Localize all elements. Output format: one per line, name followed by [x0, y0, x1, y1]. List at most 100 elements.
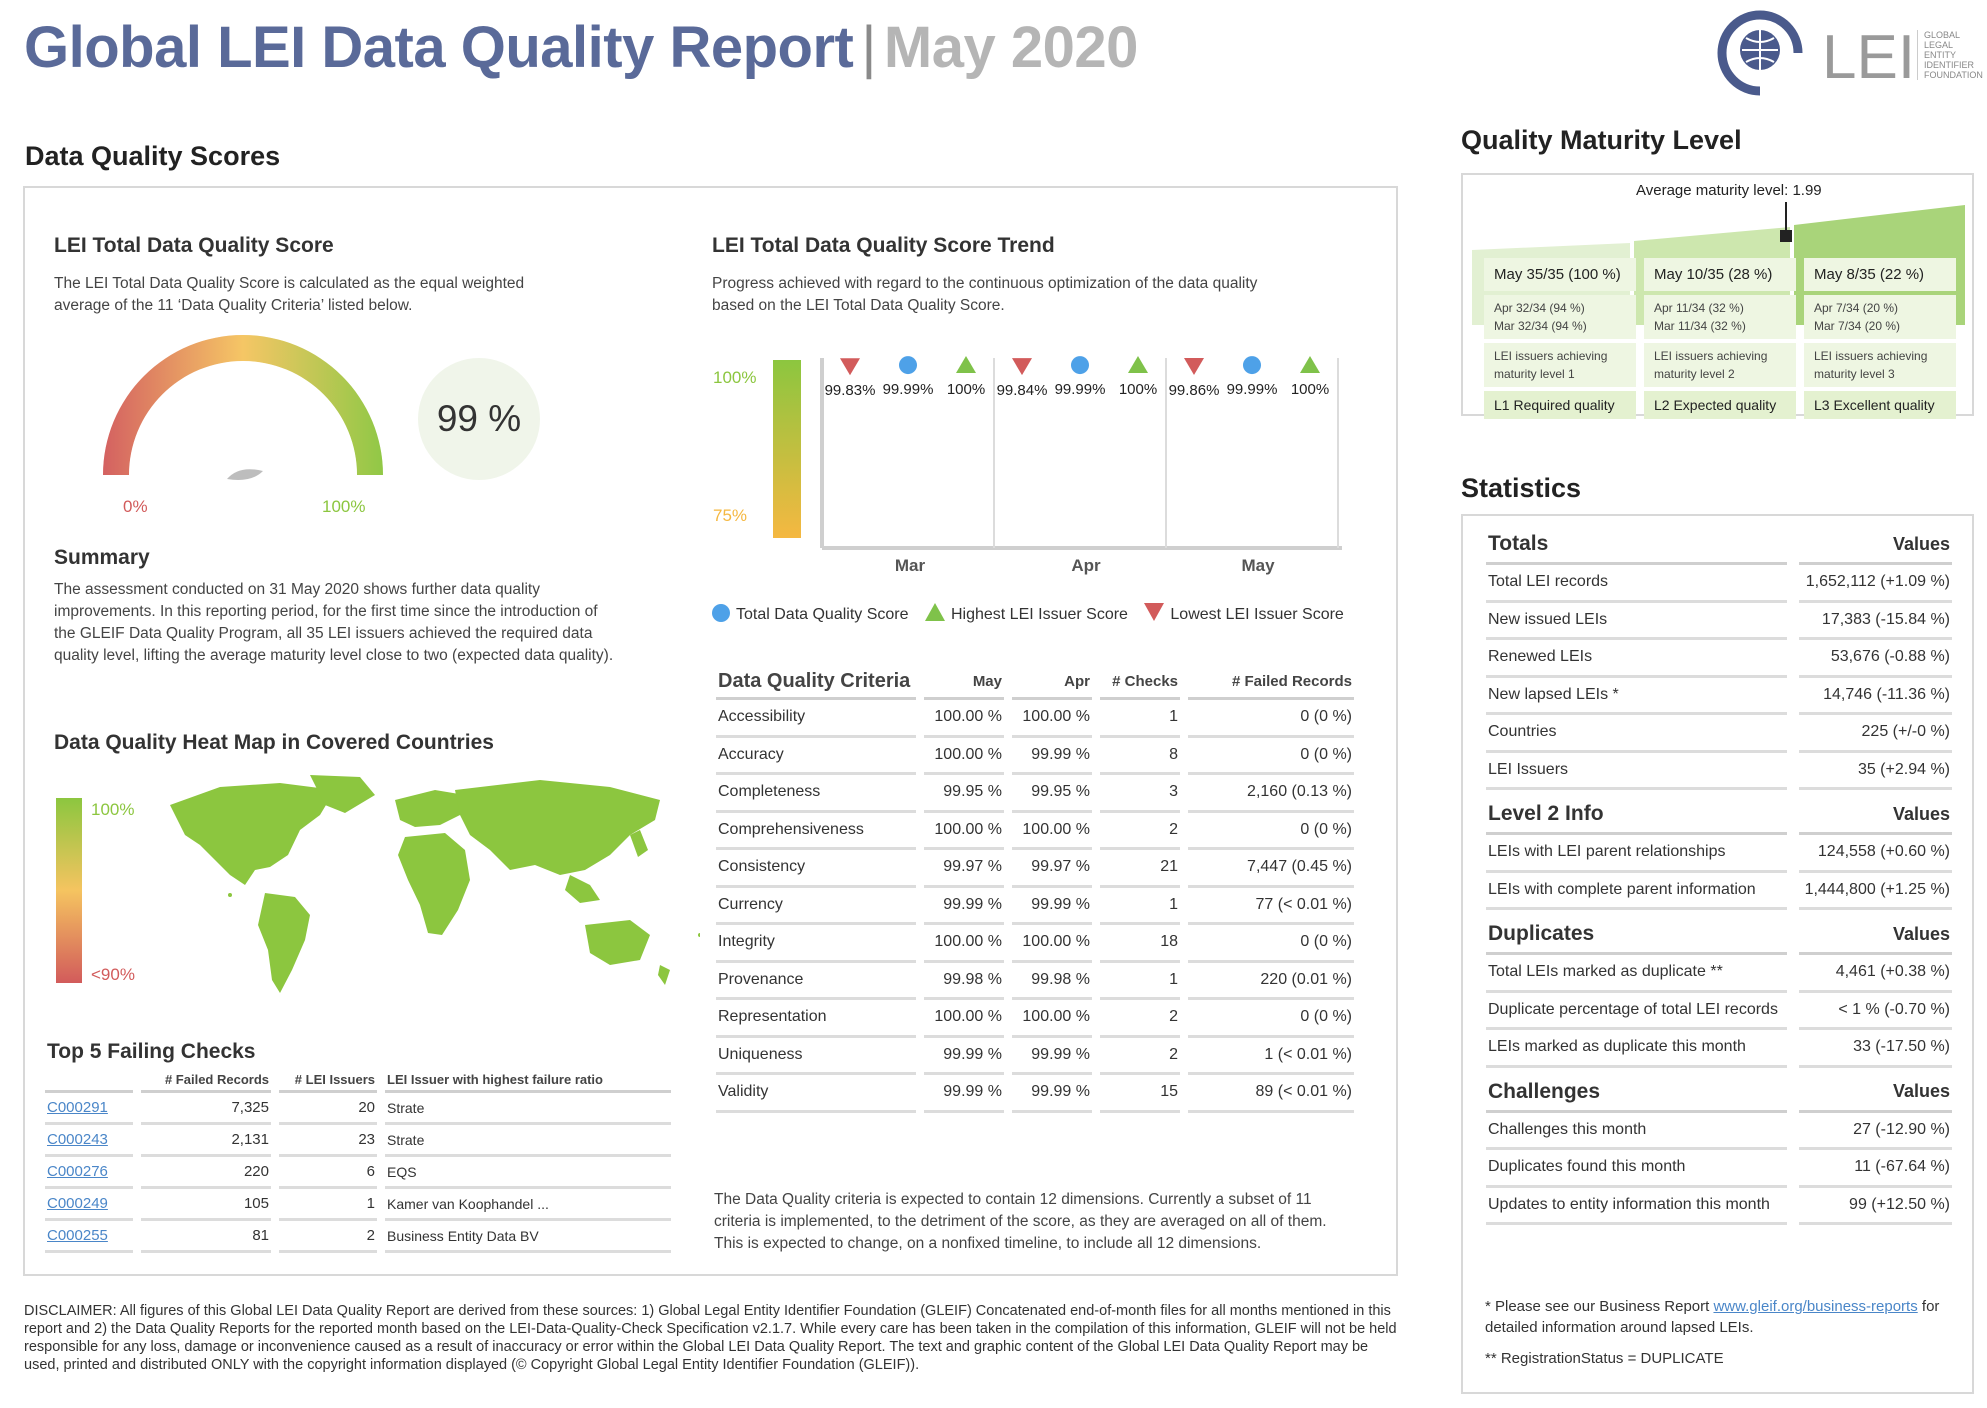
stats-note-1-suffix: for detailed information around lapsed L…: [1485, 1298, 1940, 1336]
score-gauge: [103, 335, 383, 480]
stats-label: Challenges this month: [1486, 1113, 1787, 1150]
report-title-text: Global LEI Data Quality Report: [24, 15, 854, 80]
top5-failed: 7,325: [141, 1093, 271, 1125]
stats-note-2: ** RegistrationStatus = DUPLICATE: [1485, 1350, 1724, 1367]
stats-values-label: Values: [1798, 1068, 1952, 1113]
stats-row: Renewed LEIs 53,676 (-0.88 %): [1486, 640, 1952, 678]
criteria-may: 99.99 %: [924, 1038, 1004, 1075]
stats-value: 14,746 (-11.36 %): [1798, 678, 1952, 715]
stats-value: < 1 % (-0.70 %): [1798, 993, 1952, 1030]
criteria-may: 100.00 %: [924, 813, 1004, 850]
criteria-name: Validity: [716, 1075, 916, 1113]
criteria-may: 100.00 %: [924, 738, 1004, 775]
criteria-may: 99.99 %: [924, 1075, 1004, 1113]
stats-value: 53,676 (-0.88 %): [1798, 640, 1952, 678]
criteria-apr: 100.00 %: [1012, 700, 1092, 738]
criteria-failed: 0 (0 %): [1188, 1000, 1354, 1038]
check-link[interactable]: C000291: [47, 1099, 108, 1116]
criteria-name: Uniqueness: [716, 1038, 916, 1075]
check-link[interactable]: C000276: [47, 1163, 108, 1180]
world-map: [170, 775, 700, 993]
criteria-may: 100.00 %: [924, 1000, 1004, 1038]
criteria-apr: 99.99 %: [1012, 888, 1092, 925]
triangle-up-icon: [924, 603, 945, 621]
stats-value: 1,652,112 (+1.09 %): [1798, 565, 1952, 603]
top5-header-issuer: LEI Issuer with highest failure ratio: [385, 1072, 671, 1093]
criteria-header-apr: Apr: [1012, 664, 1092, 700]
stats-value: 225 (+/-0 %): [1798, 715, 1952, 753]
criteria-row: Integrity 100.00 % 100.00 % 18 0 (0 %): [716, 925, 1354, 963]
business-reports-link[interactable]: www.gleif.org/business-reports: [1713, 1298, 1918, 1315]
trend-desc: Progress achieved with regard to the con…: [712, 275, 1258, 314]
criteria-may: 99.99 %: [924, 888, 1004, 925]
criteria-failed: 0 (0 %): [1188, 738, 1354, 775]
criteria-checks: 3: [1100, 775, 1180, 813]
criteria-header-may: May: [924, 664, 1004, 700]
top5-header-failed: # Failed Records: [141, 1072, 271, 1093]
criteria-checks: 2: [1100, 813, 1180, 850]
criteria-checks: 1: [1100, 963, 1180, 1000]
stats-label: LEIs with LEI parent relationships: [1486, 835, 1787, 873]
criteria-apr: 99.99 %: [1012, 738, 1092, 775]
trend-value-label: 99.84%: [997, 382, 1048, 399]
check-link[interactable]: C000255: [47, 1227, 108, 1244]
trend-value-label: 99.99%: [883, 381, 934, 398]
stats-group-header: Level 2 Info Values: [1486, 790, 1952, 835]
maturity-foot: L2 Expected quality: [1644, 391, 1796, 419]
trend-legend: Total Data Quality Score Highest LEI Iss…: [712, 603, 1344, 624]
globe-icon: [1717, 10, 1803, 96]
top5-title: Top 5 Failing Checks: [47, 1040, 256, 1063]
trend-total-point: [899, 356, 917, 375]
total-score-desc: The LEI Total Data Quality Score is calc…: [54, 275, 525, 314]
top5-issuer: Kamer van Koophandel ...: [385, 1189, 671, 1221]
heatmap-scale-min: <90%: [91, 965, 135, 984]
criteria-row: Comprehensiveness 100.00 % 100.00 % 2 0 (0 %…: [716, 813, 1354, 850]
criteria-checks: 1: [1100, 888, 1180, 925]
criteria-name: Provenance: [716, 963, 916, 1000]
top5-row: C000255 81 2 Business Entity Data BV: [45, 1221, 671, 1253]
criteria-may: 99.98 %: [924, 963, 1004, 1000]
stats-label: Renewed LEIs: [1486, 640, 1787, 678]
check-link[interactable]: C000243: [47, 1131, 108, 1148]
stats-label: Updates to entity information this month: [1486, 1188, 1787, 1225]
maturity-apr: Apr 32/34 (94 %): [1494, 301, 1585, 315]
criteria-apr: 99.95 %: [1012, 775, 1092, 813]
stats-label: Duplicate percentage of total LEI record…: [1486, 993, 1787, 1030]
criteria-may: 100.00 %: [924, 700, 1004, 738]
top5-issuer: Strate: [385, 1093, 671, 1125]
trend-value-label: 100%: [1291, 381, 1329, 398]
criteria-failed: 0 (0 %): [1188, 813, 1354, 850]
criteria-checks: 8: [1100, 738, 1180, 775]
top5-issuers: 20: [279, 1093, 377, 1125]
legend-total: Total Data Quality Score: [736, 606, 909, 623]
top5-issuers: 23: [279, 1125, 377, 1157]
trend-month-may: May: [1241, 556, 1275, 575]
criteria-checks: 18: [1100, 925, 1180, 963]
criteria-failed: 220 (0.01 %): [1188, 963, 1354, 1000]
criteria-row: Consistency 99.97 % 99.97 % 21 7,447 (0.45 %…: [716, 850, 1354, 888]
dq-scores-title: Data Quality Scores: [25, 141, 281, 171]
criteria-checks: 1: [1100, 700, 1180, 738]
maturity-mar: Mar 32/34 (94 %): [1494, 319, 1587, 333]
top5-header-check: [45, 1072, 133, 1093]
maturity-col-l2: May 10/35 (28 %) Apr 11/34 (32 %) Mar 11/…: [1644, 258, 1796, 419]
criteria-apr: 100.00 %: [1012, 925, 1092, 963]
top5-issuer: Strate: [385, 1125, 671, 1157]
stats-group-name: Totals: [1486, 520, 1787, 565]
maturity-pointer-line: [1785, 202, 1787, 232]
criteria-name: Integrity: [716, 925, 916, 963]
stats-note-1: * Please see our Business Report www.gle…: [1485, 1296, 1965, 1338]
stats-values-label: Values: [1798, 790, 1952, 835]
stats-value: 11 (-67.64 %): [1798, 1150, 1952, 1188]
trend-chart: 99.83% 99.99% 100% 99.84% 99.99% 100% 99.86% 99…: [820, 356, 1342, 550]
stats-label: LEIs marked as duplicate this month: [1486, 1030, 1787, 1068]
stats-value: 17,383 (-15.84 %): [1798, 603, 1952, 640]
check-link[interactable]: C000249: [47, 1195, 108, 1212]
statistics-panel: [1461, 514, 1974, 1394]
trend-value-label: 100%: [947, 381, 985, 398]
criteria-name: Consistency: [716, 850, 916, 888]
criteria-name: Representation: [716, 1000, 916, 1038]
maturity-desc: LEI issuers achieving maturity level 3: [1804, 343, 1956, 387]
dq-criteria-table: Data Quality Criteria May Apr # Checks #…: [708, 664, 1362, 1113]
stats-row: Challenges this month 27 (-12.90 %): [1486, 1113, 1952, 1150]
